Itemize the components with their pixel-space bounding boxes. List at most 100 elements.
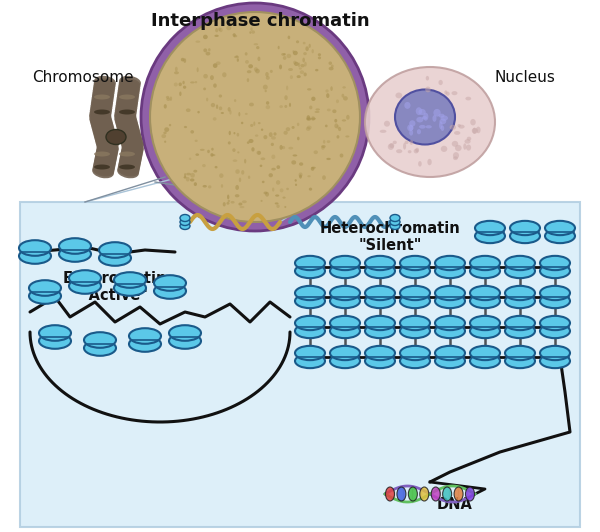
Ellipse shape bbox=[117, 121, 139, 134]
Ellipse shape bbox=[166, 98, 170, 101]
Ellipse shape bbox=[222, 72, 227, 77]
Ellipse shape bbox=[116, 96, 138, 108]
Ellipse shape bbox=[190, 178, 194, 181]
Ellipse shape bbox=[114, 111, 136, 123]
Ellipse shape bbox=[470, 324, 500, 338]
Ellipse shape bbox=[95, 132, 116, 145]
Ellipse shape bbox=[91, 115, 112, 128]
Ellipse shape bbox=[255, 69, 260, 73]
Ellipse shape bbox=[227, 200, 230, 202]
Ellipse shape bbox=[279, 64, 282, 69]
Ellipse shape bbox=[97, 143, 118, 155]
Ellipse shape bbox=[190, 173, 195, 178]
Polygon shape bbox=[20, 202, 580, 527]
Ellipse shape bbox=[254, 43, 258, 45]
Ellipse shape bbox=[257, 151, 261, 155]
Ellipse shape bbox=[244, 159, 247, 163]
Ellipse shape bbox=[91, 96, 113, 108]
Ellipse shape bbox=[327, 109, 331, 111]
Ellipse shape bbox=[275, 194, 279, 197]
Ellipse shape bbox=[272, 187, 274, 192]
Ellipse shape bbox=[505, 256, 535, 270]
Ellipse shape bbox=[321, 146, 325, 149]
Ellipse shape bbox=[164, 140, 166, 143]
Ellipse shape bbox=[234, 56, 239, 58]
Ellipse shape bbox=[299, 68, 302, 70]
Ellipse shape bbox=[207, 149, 210, 153]
Ellipse shape bbox=[122, 143, 143, 155]
Ellipse shape bbox=[275, 202, 278, 204]
Ellipse shape bbox=[92, 93, 113, 106]
Ellipse shape bbox=[89, 111, 111, 123]
Ellipse shape bbox=[93, 160, 115, 173]
Ellipse shape bbox=[96, 146, 118, 159]
Ellipse shape bbox=[295, 316, 325, 330]
Ellipse shape bbox=[307, 117, 311, 121]
Ellipse shape bbox=[332, 110, 337, 113]
Ellipse shape bbox=[293, 154, 297, 156]
Ellipse shape bbox=[304, 72, 307, 77]
Ellipse shape bbox=[90, 113, 112, 126]
Ellipse shape bbox=[365, 346, 395, 360]
Ellipse shape bbox=[248, 139, 253, 143]
Ellipse shape bbox=[337, 125, 340, 129]
Ellipse shape bbox=[304, 62, 307, 66]
Ellipse shape bbox=[180, 214, 190, 221]
Ellipse shape bbox=[118, 160, 140, 173]
Ellipse shape bbox=[129, 336, 161, 352]
Text: Chromosome: Chromosome bbox=[32, 70, 134, 85]
Ellipse shape bbox=[427, 159, 432, 165]
Ellipse shape bbox=[114, 111, 136, 123]
Ellipse shape bbox=[232, 34, 236, 36]
Ellipse shape bbox=[92, 119, 113, 132]
Ellipse shape bbox=[186, 177, 190, 181]
Ellipse shape bbox=[265, 90, 267, 92]
Ellipse shape bbox=[92, 86, 115, 98]
Ellipse shape bbox=[295, 354, 325, 368]
Ellipse shape bbox=[510, 221, 540, 235]
Ellipse shape bbox=[193, 170, 197, 172]
Ellipse shape bbox=[94, 155, 116, 168]
Ellipse shape bbox=[218, 27, 221, 31]
Ellipse shape bbox=[440, 115, 448, 121]
Ellipse shape bbox=[96, 136, 118, 149]
Ellipse shape bbox=[94, 159, 115, 171]
Ellipse shape bbox=[92, 164, 114, 177]
Ellipse shape bbox=[190, 81, 194, 84]
Ellipse shape bbox=[119, 78, 140, 90]
Ellipse shape bbox=[325, 124, 328, 127]
Ellipse shape bbox=[276, 180, 280, 185]
Ellipse shape bbox=[59, 246, 91, 262]
Ellipse shape bbox=[237, 151, 239, 153]
Ellipse shape bbox=[365, 286, 395, 300]
Ellipse shape bbox=[184, 173, 186, 177]
Ellipse shape bbox=[296, 40, 299, 43]
Ellipse shape bbox=[287, 36, 290, 39]
Ellipse shape bbox=[452, 141, 458, 147]
Ellipse shape bbox=[388, 144, 394, 150]
Ellipse shape bbox=[206, 97, 208, 102]
Ellipse shape bbox=[311, 118, 316, 120]
Ellipse shape bbox=[215, 166, 218, 169]
Ellipse shape bbox=[200, 149, 205, 151]
Ellipse shape bbox=[183, 86, 186, 89]
Ellipse shape bbox=[295, 264, 325, 278]
Ellipse shape bbox=[211, 148, 214, 151]
Ellipse shape bbox=[439, 121, 443, 129]
Ellipse shape bbox=[453, 152, 459, 159]
Ellipse shape bbox=[238, 112, 241, 117]
Ellipse shape bbox=[29, 280, 61, 296]
Ellipse shape bbox=[245, 113, 248, 115]
Ellipse shape bbox=[311, 167, 314, 171]
Ellipse shape bbox=[184, 59, 186, 63]
Ellipse shape bbox=[251, 147, 254, 152]
Ellipse shape bbox=[90, 103, 112, 115]
Ellipse shape bbox=[270, 70, 273, 73]
Ellipse shape bbox=[295, 179, 297, 182]
Ellipse shape bbox=[213, 84, 217, 88]
Ellipse shape bbox=[226, 26, 231, 30]
Ellipse shape bbox=[400, 324, 430, 338]
Ellipse shape bbox=[119, 110, 135, 114]
Ellipse shape bbox=[409, 487, 418, 501]
Ellipse shape bbox=[409, 130, 413, 136]
